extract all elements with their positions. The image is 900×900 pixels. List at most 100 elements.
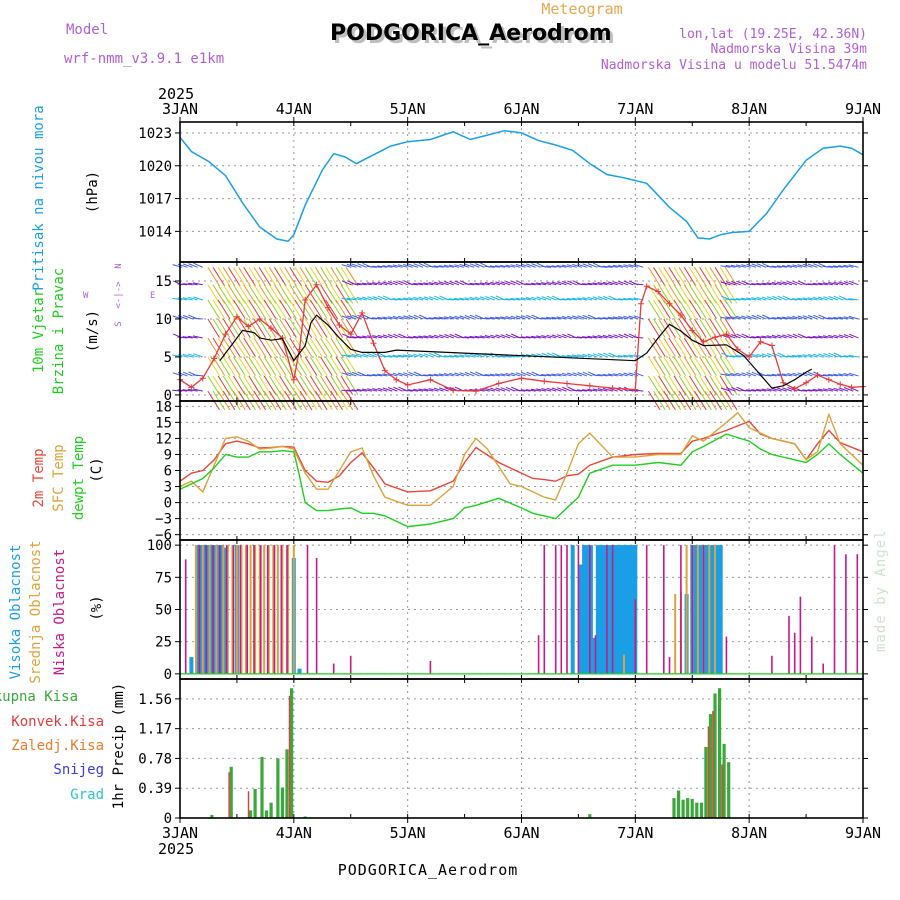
wind-barb [694, 299, 707, 319]
wind-barb [413, 335, 424, 339]
wind-barb [782, 281, 792, 286]
wind-barb [500, 298, 511, 301]
cloud-bar [223, 547, 228, 674]
wind-barb [592, 296, 603, 301]
wind-barb [382, 334, 393, 339]
wind-barb [751, 297, 762, 301]
wind-direction-barbs [172, 262, 859, 411]
wind-barb [541, 335, 552, 339]
wind-barb [771, 317, 782, 320]
wind-barb [776, 373, 787, 377]
wind-barb [304, 284, 318, 304]
wind-barb [325, 267, 338, 287]
precip-bar-total [285, 749, 289, 818]
wind-speed-marker [245, 323, 252, 330]
wind-barb [212, 267, 226, 287]
wind-barb [673, 337, 687, 357]
wind-barb [776, 265, 787, 268]
wind-barb [633, 372, 644, 377]
wind-barb [407, 336, 418, 339]
wind-barb [423, 374, 434, 377]
y-tick-label: 5 [164, 350, 172, 366]
wind-barb [387, 298, 398, 301]
precip-bar-total [210, 814, 214, 818]
wind-barb [367, 296, 378, 301]
wind-barb [258, 356, 272, 376]
wind-barb [315, 337, 328, 357]
wind-barb [623, 372, 634, 377]
wind-barb [309, 356, 323, 376]
precip-bar-total [681, 799, 685, 818]
wind-speed-marker [837, 381, 844, 388]
wind-barb [330, 318, 343, 338]
wind-barb [817, 335, 828, 339]
wind-barb [551, 334, 562, 339]
wind-barb [602, 373, 613, 377]
wind-barb [222, 267, 236, 287]
wind-barb [766, 388, 777, 392]
cloud-bar [680, 545, 682, 674]
wind-barb [736, 333, 746, 339]
wind-barb [372, 317, 383, 320]
wind-barb [263, 356, 277, 376]
wind-barb [387, 355, 398, 358]
cloud-bar [281, 545, 284, 674]
cloud-bar [793, 632, 796, 674]
wind-barb [843, 355, 854, 358]
y-tick-label: 10 [155, 312, 172, 328]
wind-barb [653, 284, 666, 304]
wind-barb [335, 375, 349, 395]
wind-speed-marker [655, 288, 662, 295]
wind-barb [387, 264, 398, 268]
wind-barb [309, 299, 323, 319]
wind-barb [402, 297, 413, 301]
wind-barb [398, 280, 408, 286]
wind-barb [495, 387, 506, 392]
wind-barb [439, 387, 449, 392]
wind-barb [566, 354, 577, 358]
wind-barb [577, 354, 588, 358]
wind-barb [299, 356, 313, 376]
cloud-bars [184, 545, 859, 674]
wind-barb [653, 356, 666, 376]
wind-barb [648, 375, 661, 395]
wind-barb [397, 315, 408, 320]
cloud-bar [619, 545, 624, 674]
wind-speed-marker [825, 376, 832, 383]
wind-barb [597, 352, 608, 358]
wind-barb [403, 263, 413, 268]
wind-barb [612, 316, 623, 320]
precip-bar-convective [721, 764, 723, 818]
wind-barb [663, 337, 676, 357]
wind-barb [602, 334, 613, 339]
cloud-bar [715, 545, 720, 674]
cloud-side-label-1: Visoka Oblacnost [8, 545, 24, 680]
wind-barb [433, 373, 444, 377]
wind-barb [741, 264, 752, 268]
cloud-bar [260, 545, 262, 674]
cloud-bar [616, 545, 621, 674]
precip-bar-total [686, 798, 690, 818]
wind-barb [562, 333, 572, 339]
cloud-bar [249, 545, 252, 674]
wind-barb [459, 372, 470, 377]
wind-barb [187, 282, 198, 286]
wind-barb [556, 373, 567, 377]
wind-barb [187, 353, 198, 358]
wind-speed-marker [689, 327, 696, 334]
wind-barb [725, 281, 736, 286]
wind-barb [833, 281, 844, 286]
wind-barb [653, 318, 666, 338]
wind-barb [423, 282, 434, 286]
wind-barb [714, 337, 728, 357]
wind-barb [227, 356, 241, 376]
precip-bar-convective [712, 711, 714, 818]
wind-barb [751, 314, 762, 320]
wind-barb [781, 316, 792, 320]
wind-barb [724, 356, 738, 376]
wind-barb [279, 318, 292, 338]
wind-barb [192, 335, 203, 339]
wind-barb [648, 299, 661, 319]
wind-speed-marker [791, 385, 798, 392]
